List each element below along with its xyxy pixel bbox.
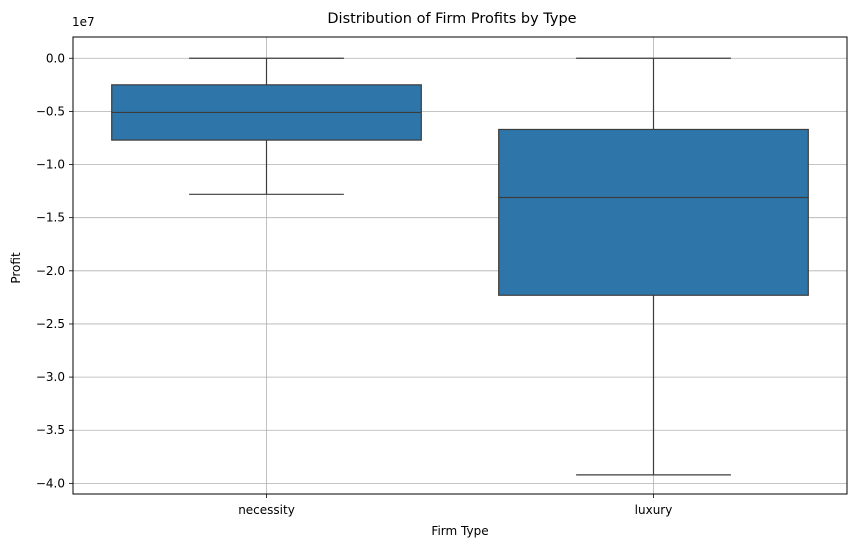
x-tick-label: necessity <box>238 503 295 517</box>
y-tick-label: −1.0 <box>36 158 65 172</box>
y-tick-label: −4.0 <box>36 476 65 490</box>
y-tick-label: −3.0 <box>36 370 65 384</box>
iqr-box <box>498 128 809 296</box>
box-group-necessity <box>111 57 422 195</box>
y-axis-offset-label: 1e7 <box>72 15 95 29</box>
plot-area-frame <box>72 36 848 495</box>
axis-ticks: 0.0 −0.5 −1.0 −1.5 −2.0 −2.5 −3.0 −3.5 −4.0 neces… <box>36 51 672 517</box>
x-axis-label: Firm Type <box>431 524 488 538</box>
x-tick-label: luxury <box>635 503 673 517</box>
box-group-luxury <box>498 57 809 476</box>
chart-title: Distribution of Firm Profits by Type <box>327 11 576 27</box>
y-tick-label: −1.5 <box>36 211 65 225</box>
y-tick-label: −2.5 <box>36 317 65 331</box>
y-tick-label: −2.0 <box>36 264 65 278</box>
y-tick-label: −0.5 <box>36 104 65 118</box>
y-tick-label: 0.0 <box>46 51 65 65</box>
y-tick-label: −3.5 <box>36 423 65 437</box>
y-axis-label: Profit <box>9 252 23 284</box>
boxes <box>111 57 809 476</box>
